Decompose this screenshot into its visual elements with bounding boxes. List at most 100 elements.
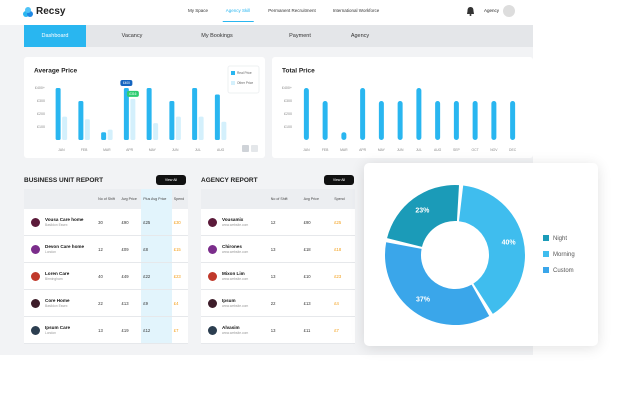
x-tick-label: FEB xyxy=(81,148,88,152)
value-label: £400 xyxy=(123,81,130,85)
table-row: Vousamix www.website.com 12 £90 £25 xyxy=(201,209,355,236)
bar xyxy=(78,101,84,140)
table-row: Core Home Basildon Essex 22 £13 £9 £4 xyxy=(24,289,188,317)
name-cell: Ipsum www.website.com xyxy=(201,289,269,317)
legend-box xyxy=(227,65,260,94)
prev-button[interactable] xyxy=(242,145,249,152)
y-tick-label: £400+ xyxy=(282,86,292,90)
y-tick-label: £400+ xyxy=(35,86,45,90)
nav-link[interactable]: International Workforce xyxy=(332,8,380,13)
x-tick-label: JUL xyxy=(195,148,201,152)
row-avatar xyxy=(31,245,40,254)
row-avatar xyxy=(31,272,40,281)
bar xyxy=(360,88,366,140)
name-cell: Alvasim www.website.com xyxy=(201,316,269,344)
bar xyxy=(378,101,384,140)
total-price-chart: Total Price £400+ £300 £200 £100 JAN FEB MAR AP… xyxy=(282,68,517,152)
view-all-button[interactable]: View All xyxy=(324,175,354,185)
y-tick-label: £100 xyxy=(37,125,45,129)
next-button[interactable] xyxy=(251,145,258,152)
avatar[interactable] xyxy=(503,5,515,17)
chart-card: Total Price £400+ £300 £200 £100 JAN FEB MAR AP… xyxy=(272,57,533,158)
legend-label: Custom xyxy=(553,268,574,274)
table-cell: £13 xyxy=(119,289,142,317)
tab[interactable]: My Bookings xyxy=(201,33,233,39)
view-all-button[interactable]: View All xyxy=(156,175,186,185)
x-tick-label: JAN xyxy=(303,148,310,152)
row-subtitle: www.website.com xyxy=(222,250,249,254)
row-avatar xyxy=(31,299,40,308)
name-cell: Ipsum Care London xyxy=(24,316,97,344)
bar xyxy=(153,123,159,140)
x-tick-label: JAN xyxy=(58,148,65,152)
table-cell: £90 xyxy=(119,209,142,236)
table-cell: £18 xyxy=(332,235,355,263)
tab[interactable]: Vacancy xyxy=(121,33,143,39)
shift-split-chart: 40% 37% 23% Night Morning Custom xyxy=(385,185,575,325)
name-cell: Chirones www.website.com xyxy=(201,235,269,263)
row-name: Chirones xyxy=(222,244,242,249)
bar xyxy=(303,88,309,140)
y-tick-label: £300 xyxy=(37,99,45,103)
bell-icon[interactable] xyxy=(466,6,475,16)
column-header: Spend xyxy=(171,189,188,209)
row-name: Alvasim xyxy=(222,325,240,330)
nav-link[interactable]: Agency Skill xyxy=(222,8,253,22)
table-cell: £13 xyxy=(301,289,333,317)
table-cell: £90 xyxy=(301,209,333,236)
bar xyxy=(146,88,152,140)
x-tick-label: MAY xyxy=(149,148,157,152)
column-header: Spend xyxy=(332,189,355,209)
row-name: Core Home xyxy=(45,298,70,303)
slice-label: 23% xyxy=(415,208,430,215)
table-cell: £49 xyxy=(119,262,142,290)
tab[interactable]: Agency xyxy=(350,33,370,39)
table-cell: £4 xyxy=(171,289,188,317)
user-name[interactable]: Agency xyxy=(484,8,500,13)
row-name: Vousamix xyxy=(222,217,244,222)
table-cell: £25 xyxy=(141,209,172,236)
legend-swatch xyxy=(543,235,549,241)
chart-title: Average Price xyxy=(34,68,78,75)
logo[interactable]: Recsy xyxy=(36,6,66,17)
table-cell: 30 xyxy=(96,209,120,236)
chart-card: Average Price £400+ £300 £200 £100 JAN FEB MAR… xyxy=(24,57,265,158)
row-name: Ipsum xyxy=(222,298,236,303)
average-price-chart: Average Price £400+ £300 £200 £100 JAN FEB MAR… xyxy=(34,65,260,152)
row-subtitle: Basildon Essex xyxy=(45,304,68,308)
nav-link[interactable]: Permanent Recruitment xyxy=(268,8,316,13)
y-tick-label: £200 xyxy=(37,112,45,116)
bar xyxy=(192,88,198,140)
table-row: Ipsum www.website.com 22 £13 £4 xyxy=(201,289,355,317)
row-avatar xyxy=(31,218,40,227)
bar xyxy=(435,101,441,140)
header-row: No of Shift Avg Price Plus Avg Price Spend xyxy=(24,189,188,209)
name-cell: Core Home Basildon Essex xyxy=(24,289,97,317)
legend-swatch xyxy=(543,267,549,273)
table-row: Mixon Lim www.website.com 13 £10 £23 xyxy=(201,262,355,290)
bar xyxy=(322,101,328,140)
bar xyxy=(123,88,129,140)
table-cell: 22 xyxy=(96,289,120,317)
bar xyxy=(510,101,516,140)
legend-swatch xyxy=(543,251,549,257)
bar xyxy=(472,101,478,140)
tab[interactable]: Dashboard xyxy=(24,25,86,47)
tab[interactable]: Payment xyxy=(289,33,311,39)
row-subtitle: www.website.com xyxy=(222,304,249,308)
nav-link[interactable]: My Space xyxy=(187,8,209,13)
table-cell: 13 xyxy=(268,262,302,290)
bar xyxy=(55,88,61,140)
bar xyxy=(214,94,220,140)
table-cell: £23 xyxy=(332,262,355,290)
bar xyxy=(453,101,459,140)
row-subtitle: www.website.com xyxy=(222,277,249,281)
name-cell: Mixon Lim www.website.com xyxy=(201,262,269,290)
table-cell: £8 xyxy=(141,235,172,263)
report-table: No of Shift Avg Price Spend Vousamix www.web… xyxy=(201,189,355,344)
pie-slice xyxy=(387,185,460,247)
table-cell: £15 xyxy=(171,235,188,263)
column-header xyxy=(24,189,97,209)
pie-card: 40% 37% 23% Night Morning Custom xyxy=(364,163,598,346)
row-subtitle: London xyxy=(45,331,57,335)
